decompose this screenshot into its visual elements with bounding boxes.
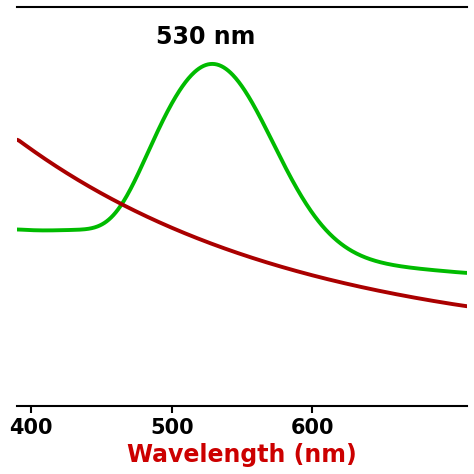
Text: 530 nm: 530 nm	[156, 25, 255, 49]
X-axis label: Wavelength (nm): Wavelength (nm)	[127, 443, 357, 467]
